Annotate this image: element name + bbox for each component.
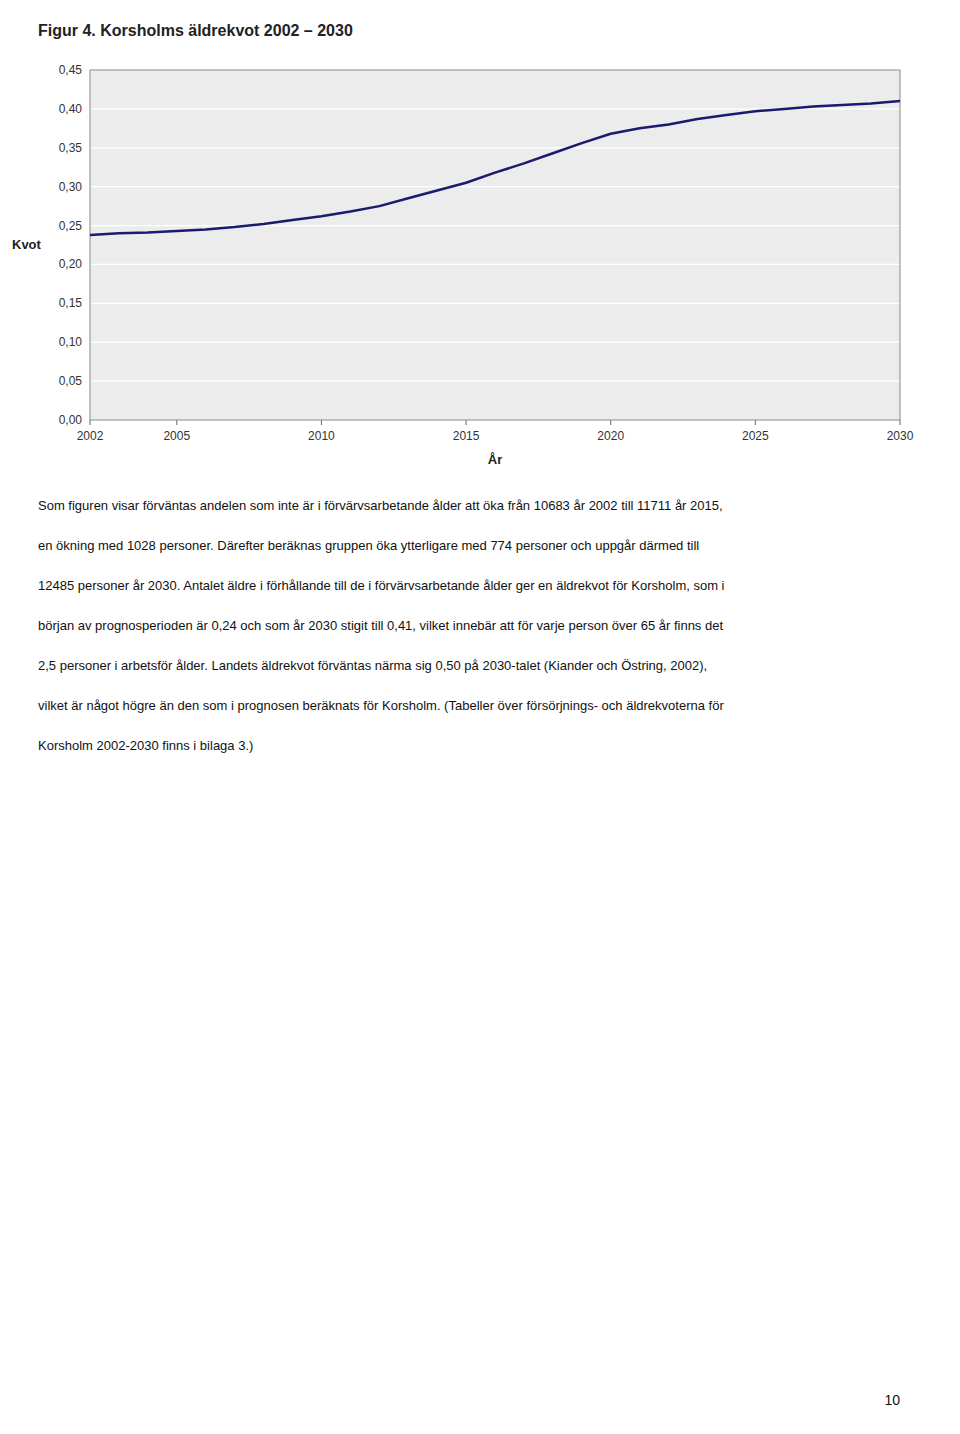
body-text: Som figuren visar förväntas andelen som … [38, 498, 725, 753]
y-tick-label: 0,25 [59, 219, 83, 233]
y-axis: 0,00 0,05 0,10 0,15 0,20 0,25 0,30 0,35 0,40 0,45 [59, 63, 900, 427]
y-tick-label: 0,35 [59, 141, 83, 155]
title: Figur 4. Korsholms äldrekvot 2002 – 2030 [38, 22, 353, 39]
y-tick-label: 0,45 [59, 63, 83, 77]
body-line: 2,5 personer i arbetsför ålder. Landets … [38, 658, 707, 673]
body-line: vilket är något högre än den som i progn… [38, 698, 724, 713]
grid-line [90, 225, 900, 226]
y-tick-label: 0,20 [59, 257, 83, 271]
page: Figur 4. Korsholms äldrekvot 2002 – 2030… [0, 0, 960, 1434]
x-tick-label: 2010 [308, 429, 335, 443]
x-tick [610, 420, 611, 425]
plot-frame [90, 70, 900, 420]
body-line: en ökning med 1028 personer. Därefter be… [38, 538, 699, 553]
x-axis: 2002 2005 2010 2015 2020 2025 2030 [77, 420, 914, 443]
grid-line [90, 186, 900, 187]
x-axis-label: År [488, 452, 502, 467]
y-tick-label: 0,40 [59, 102, 83, 116]
body-line: Som figuren visar förväntas andelen som … [38, 498, 723, 513]
x-tick-label: 2005 [163, 429, 190, 443]
grid-line [90, 264, 900, 265]
grid-line [90, 303, 900, 304]
x-tick-label: 2025 [742, 429, 769, 443]
plot-area [90, 70, 900, 420]
y-tick-label: 0,00 [59, 413, 83, 427]
x-tick [176, 420, 177, 425]
series [90, 101, 900, 235]
y-tick-label: 0,15 [59, 296, 83, 310]
data-line [90, 101, 900, 235]
body-line: början av prognosperioden är 0,24 och so… [38, 618, 723, 633]
grid-line [90, 147, 900, 148]
grid-line [90, 381, 900, 382]
x-tick [321, 420, 322, 425]
x-tick [90, 420, 91, 425]
x-tick-label: 2015 [453, 429, 480, 443]
x-tick-label: 2030 [887, 429, 914, 443]
x-tick [755, 420, 756, 425]
y-tick-label: 0,10 [59, 335, 83, 349]
y-axis-label: Kvot [12, 237, 42, 252]
x-tick [466, 420, 467, 425]
y-tick-label: 0,05 [59, 374, 83, 388]
body-line: 12485 personer år 2030. Antalet äldre i … [38, 578, 725, 593]
body-line: Korsholm 2002-2030 finns i bilaga 3.) [38, 738, 253, 753]
x-tick-label: 2020 [597, 429, 624, 443]
grid-line [90, 342, 900, 343]
y-tick-label: 0,30 [59, 180, 83, 194]
page-number: 10 [884, 1392, 900, 1408]
x-tick [900, 420, 901, 425]
x-tick-label: 2002 [77, 429, 104, 443]
